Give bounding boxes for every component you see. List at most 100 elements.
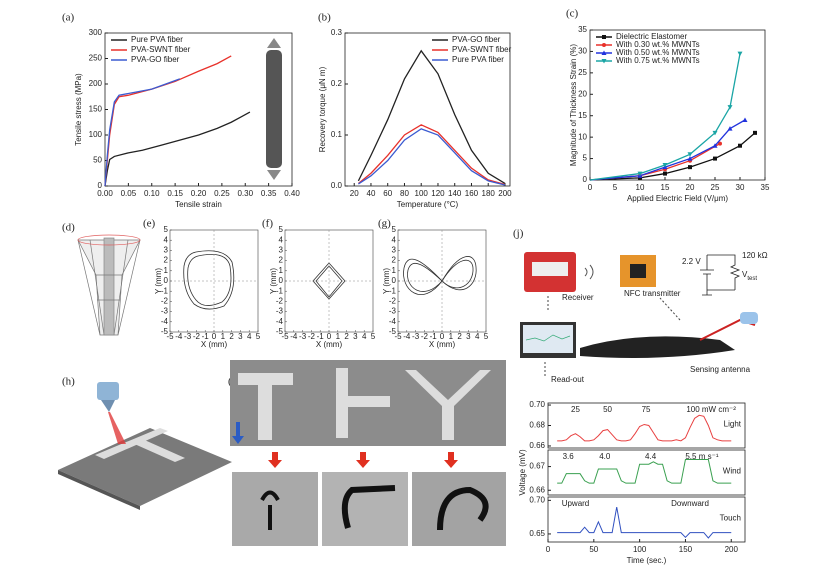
x-tick-label: 4 (247, 332, 252, 341)
x-tick-label: 1 (221, 332, 226, 341)
x-tick-label: 0.10 (144, 189, 160, 198)
y-tick-label: 2 (392, 256, 397, 265)
series-name: Wind (723, 466, 741, 475)
series-line (557, 414, 732, 442)
x-tick-label: 50 (589, 545, 598, 554)
plot-frame (344, 32, 511, 187)
x-tick-label: 0.35 (261, 189, 277, 198)
subplot-frame (547, 496, 746, 543)
y-axis-label: Recovery torque (μN m) (318, 66, 327, 152)
y-tick-label: 0.65 (529, 529, 545, 538)
annotation: 50 (603, 405, 612, 414)
y-tick-label: 0.0 (331, 181, 343, 190)
annotation: 25 (571, 405, 580, 414)
series-line (358, 128, 506, 186)
y-tick-label: 50 (93, 156, 102, 165)
series-line (104, 78, 181, 187)
x-tick-label: -2 (308, 332, 316, 341)
y-tick-label: 0 (392, 276, 397, 285)
setup-label: 120 kΩ (742, 251, 768, 260)
x-tick-label: 2 (457, 332, 462, 341)
y-tick-label: 5 (583, 154, 588, 163)
series-line (357, 124, 506, 186)
annotation: Upward (562, 499, 590, 508)
y-tick-label: 0.1 (331, 130, 343, 139)
x-axis-label: Temperature (°C) (397, 200, 459, 209)
x-tick-label: 0 (440, 332, 445, 341)
y-tick-label: 0.67 (529, 462, 545, 471)
y-tick-label: 3 (392, 246, 397, 255)
legend-label: With 0.75 wt.% MWNTs (616, 56, 700, 65)
y-tick-label: 5 (279, 225, 284, 234)
y-tick-label: -2 (276, 297, 284, 306)
x-tick-label: 0.15 (167, 189, 183, 198)
marker (688, 165, 692, 170)
legend-label: PVA-SWNT fiber (131, 45, 191, 54)
y-tick-label: 0.68 (529, 421, 545, 430)
marker (601, 59, 607, 64)
marker (602, 35, 606, 39)
x-tick-label: 20 (350, 189, 359, 198)
y-tick-label: 0.66 (529, 485, 545, 494)
y-tick-label: 4 (279, 235, 284, 244)
y-tick-label: -1 (389, 286, 397, 295)
marker (742, 117, 748, 122)
setup-label: Receiver (562, 293, 594, 302)
x-tick-label: -1 (430, 332, 438, 341)
x-tick-label: 30 (736, 183, 745, 192)
x-tick-label: 80 (400, 189, 409, 198)
y-tick-label: 35 (578, 25, 587, 34)
y-tick-label: 2 (279, 256, 284, 265)
panel-label: (e) (143, 218, 156, 230)
series-line (589, 132, 756, 181)
x-axis-label: X (mm) (316, 340, 343, 349)
x-tick-label: 0.00 (97, 189, 113, 198)
y-tick-label: -1 (276, 286, 284, 295)
x-tick-label: 5 (484, 332, 489, 341)
y-tick-label: 0.2 (331, 79, 343, 88)
x-tick-label: 0 (588, 183, 593, 192)
setup-label: test (747, 276, 757, 282)
series-name: Light (724, 419, 742, 428)
x-tick-label: -2 (421, 332, 429, 341)
x-tick-label: 5 (613, 183, 618, 192)
y-tick-label: 3 (279, 246, 284, 255)
y-axis-label: Y (mm) (154, 268, 163, 294)
x-tick-label: 200 (725, 545, 739, 554)
marker (753, 130, 757, 135)
x-tick-label: 3 (466, 332, 471, 341)
y-tick-label: 2 (164, 256, 169, 265)
y-tick-label: 0.70 (529, 495, 545, 504)
y-tick-label: 20 (578, 89, 587, 98)
marker (712, 130, 718, 136)
x-tick-label: 1 (336, 332, 341, 341)
setup-label: Read-out (551, 375, 585, 384)
annotation: 3.6 (563, 452, 575, 461)
x-tick-label: 5 (371, 332, 376, 341)
x-tick-label: 150 (679, 545, 693, 554)
y-tick-label: 0 (98, 181, 103, 190)
setup-label: 2.2 V (682, 257, 701, 266)
marker (727, 105, 733, 110)
y-tick-label: 0 (583, 175, 588, 184)
y-axis-label: Voltage (mV) (518, 449, 527, 496)
y-tick-label: 5 (164, 225, 169, 234)
y-tick-label: 0.70 (529, 400, 545, 409)
x-tick-label: 0.40 (284, 189, 300, 198)
x-tick-label: 2 (344, 332, 349, 341)
y-tick-label: 100 (89, 130, 103, 139)
setup-label: NFC transmitter (624, 289, 681, 298)
x-tick-label: -1 (317, 332, 325, 341)
x-tick-label: 35 (761, 183, 770, 192)
legend-label: Dielectric Elastomer (616, 32, 687, 41)
x-tick-label: 25 (711, 183, 720, 192)
arrow (267, 38, 281, 48)
y-tick-label: -4 (276, 317, 284, 326)
x-tick-label: -3 (299, 332, 307, 341)
marker (663, 171, 667, 176)
setup-label: Sensing antenna (690, 365, 751, 374)
y-tick-label: 10 (578, 132, 587, 141)
panel-label: (h) (62, 376, 75, 388)
panel-label: (b) (318, 12, 331, 24)
x-axis-label: Applied Electric Field (V/μm) (627, 194, 728, 203)
